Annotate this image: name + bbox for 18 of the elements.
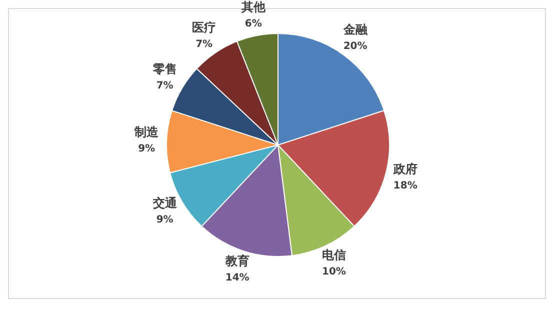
data-label: 7% [196,38,213,50]
slice-label: 金融 [342,22,368,37]
data-label: 10% [322,266,346,278]
data-label: 9% [138,143,156,154]
slice-label: 其他 [240,0,266,14]
data-label: 9% [156,214,174,226]
slice-label: 教育 [224,254,250,268]
slice-label: 零售 [152,62,177,76]
data-label: 20% [343,41,368,52]
data-label: 18% [393,180,418,192]
data-label: 14% [225,272,250,284]
slice-label: 电信 [322,248,346,262]
slice-label: 政府 [392,162,418,176]
slice-label: 制造 [134,124,160,139]
slice-label: 交通 [152,196,178,210]
data-label: 7% [156,80,174,92]
data-label: 6% [244,18,262,30]
slice-label: 医疗 [192,20,216,34]
